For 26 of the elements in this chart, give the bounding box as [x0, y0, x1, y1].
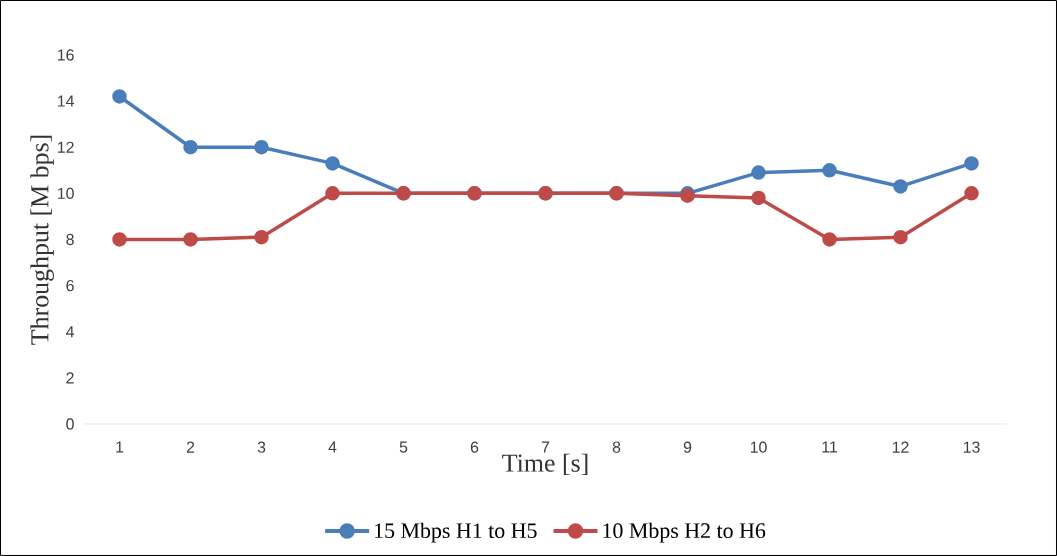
x-tick-label: 8: [612, 441, 621, 453]
y-tick-label: 12: [57, 141, 74, 153]
y-tick-label: 0: [66, 418, 74, 430]
x-tick-label: 3: [257, 441, 266, 453]
x-tick-label: 13: [963, 441, 980, 453]
x-tick-label: 12: [892, 441, 909, 453]
x-tick-label: 7: [541, 441, 550, 453]
legend-label: 10 Mbps H2 to H6: [603, 522, 766, 543]
x-tick-label: 4: [328, 441, 337, 453]
x-tick-label: 6: [470, 441, 479, 453]
y-tick-label: 16: [57, 49, 74, 61]
x-tick-label: 2: [186, 441, 195, 453]
y-tick-label: 8: [66, 233, 74, 246]
y-tick-label: 10: [57, 187, 74, 199]
x-tick-label: 9: [683, 441, 692, 453]
y-tick-label: 2: [66, 372, 74, 384]
legend-label: 15 Mbps H1 to H5: [375, 522, 537, 543]
y-axis-title: Throughput [M bps]: [30, 135, 54, 345]
x-axis-title: Time [s]: [502, 453, 588, 476]
x-tick-label: 11: [822, 441, 837, 453]
y-tick-label: 6: [66, 279, 74, 292]
y-tick-label: 4: [65, 326, 75, 338]
y-tick-label: 14: [57, 95, 75, 107]
x-tick-label: 5: [399, 441, 408, 453]
x-tick-label: 1: [116, 441, 124, 453]
x-tick-label: 10: [750, 441, 767, 453]
